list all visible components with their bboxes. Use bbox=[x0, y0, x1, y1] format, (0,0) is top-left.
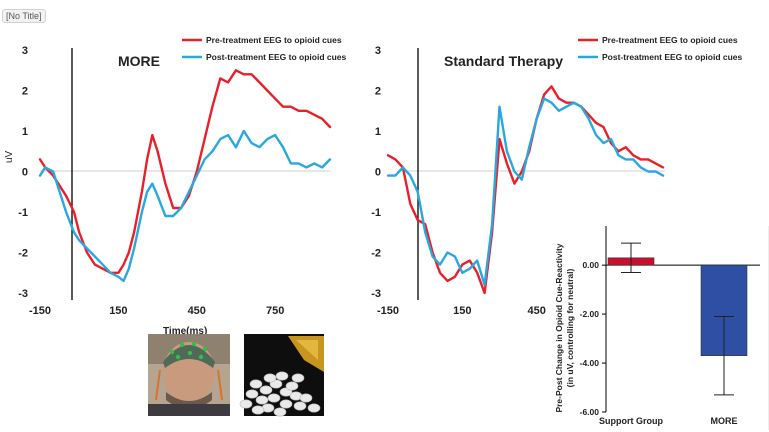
legend-post-label: Post-treatment EEG to opioid cues bbox=[602, 52, 743, 62]
bar-y-tick-label: -6.00 bbox=[580, 407, 600, 417]
standard-x-tick-label: 450 bbox=[527, 305, 545, 317]
more-y-tick-label: -3 bbox=[18, 288, 28, 300]
more-y-tick-label: 0 bbox=[22, 167, 28, 179]
standard-x-tick-label: -150 bbox=[377, 305, 399, 317]
more-y-tick-label: 1 bbox=[22, 126, 28, 138]
more-x-axis-label: Time(ms) bbox=[163, 326, 207, 337]
more-x-tick-label: 750 bbox=[266, 305, 284, 317]
more-y-tick-label: 2 bbox=[22, 86, 28, 98]
pill-pile bbox=[239, 371, 321, 417]
more-y-tick-label: -2 bbox=[18, 248, 28, 260]
cue-reactivity-bar-chart: 0.00 -2.00 -4.00 -6.00 Support Group MORE Pr… bbox=[554, 226, 769, 430]
window-title-tab[interactable]: [No Title] bbox=[2, 9, 46, 23]
bar-category-label: Support Group bbox=[599, 416, 663, 426]
legend-post-label: Post-treatment EEG to opioid cues bbox=[206, 52, 347, 62]
more-erp-chart: MORE uV Time(ms) 3 2 1 0 -1 -2 -3 -150 150 450 75… bbox=[4, 35, 347, 337]
more-y-tick-label: 3 bbox=[22, 45, 28, 57]
more-x-tick-label: -150 bbox=[29, 305, 51, 317]
more-y-tick-label: -1 bbox=[18, 207, 28, 219]
bar-y-axis-label-line1: Pre-Post Change in Opioid Cue-Reactivity bbox=[554, 243, 564, 412]
more-x-tick-label: 150 bbox=[109, 305, 127, 317]
standard-y-tick-label: -3 bbox=[371, 288, 381, 300]
post-treatment-series-line bbox=[386, 97, 665, 287]
standard-y-tick-label: 1 bbox=[375, 126, 381, 138]
more-chart-title: MORE bbox=[118, 53, 160, 69]
standard-x-tick-label: 150 bbox=[453, 305, 471, 317]
standard-therapy-erp-chart: Standard Therapy 3 2 1 0 -1 -2 -3 -150 150 450 P… bbox=[371, 35, 742, 317]
bar-y-tick-label: -2.00 bbox=[580, 309, 600, 319]
pre-treatment-series-line bbox=[38, 69, 332, 274]
pills-photo bbox=[239, 334, 324, 417]
standard-y-tick-label: -1 bbox=[371, 207, 381, 219]
bar-y-axis-label-line2: (in uV, controlling for neutral) bbox=[565, 268, 575, 387]
more-y-axis-label: uV bbox=[4, 150, 15, 163]
bar-y-tick-label: -4.00 bbox=[580, 358, 600, 368]
standard-legend: Pre-treatment EEG to opioid cues Post-tr… bbox=[578, 35, 743, 62]
legend-pre-label: Pre-treatment EEG to opioid cues bbox=[602, 35, 738, 45]
eeg-cap-photo bbox=[148, 334, 230, 416]
more-legend: Pre-treatment EEG to opioid cues Post-tr… bbox=[182, 35, 347, 62]
legend-pre-label: Pre-treatment EEG to opioid cues bbox=[206, 35, 342, 45]
standard-y-tick-label: 0 bbox=[375, 167, 381, 179]
more-x-tick-label: 450 bbox=[188, 305, 206, 317]
standard-y-tick-label: 3 bbox=[375, 45, 381, 57]
standard-chart-title: Standard Therapy bbox=[444, 53, 563, 69]
post-treatment-series-line bbox=[38, 129, 332, 283]
standard-y-tick-label: -2 bbox=[371, 248, 381, 260]
bar-y-tick-label: 0.00 bbox=[582, 260, 599, 270]
bar-category-label: MORE bbox=[711, 416, 738, 426]
standard-y-tick-label: 2 bbox=[375, 86, 381, 98]
